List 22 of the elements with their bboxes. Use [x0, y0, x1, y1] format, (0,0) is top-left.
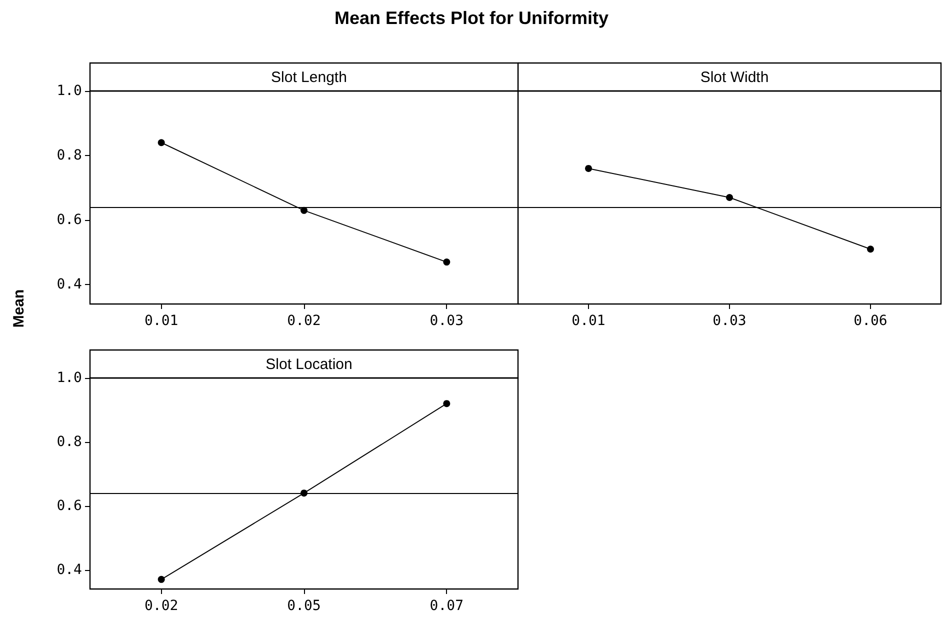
x-tick-label: 0.01 — [144, 313, 178, 329]
chart-title: Slot Location — [266, 356, 352, 373]
text: Mean Effects Plot for Uniformity — [333, 8, 610, 29]
chart-title: Slot Length — [271, 69, 347, 86]
y-tick-label: 0.6 — [56, 498, 82, 514]
y-tick-label: 1.0 — [56, 83, 82, 99]
x-tick-label: 0.03 — [430, 313, 464, 329]
y-tick-label: 0.4 — [56, 562, 82, 578]
y-tick-label: 0.4 — [56, 276, 82, 293]
y-tick-label: 0.6 — [56, 212, 82, 228]
chart-title: Slot Width — [700, 69, 769, 86]
x-tick-label: 0.02 — [287, 313, 321, 329]
x-tick-label: 0.01 — [572, 313, 606, 329]
x-tick-label: 0.06 — [854, 313, 888, 329]
y-tick-label: 0.8 — [56, 434, 82, 450]
y-axis-title: Mean — [10, 289, 28, 328]
x-tick-label: 0.07 — [430, 598, 464, 614]
y-tick-label: 1.0 — [56, 370, 82, 386]
y-tick-label: 0.8 — [56, 148, 82, 164]
x-tick-label: 0.05 — [287, 598, 321, 614]
x-tick-label: 0.03 — [712, 313, 746, 329]
x-tick-label: 0.02 — [144, 598, 178, 614]
